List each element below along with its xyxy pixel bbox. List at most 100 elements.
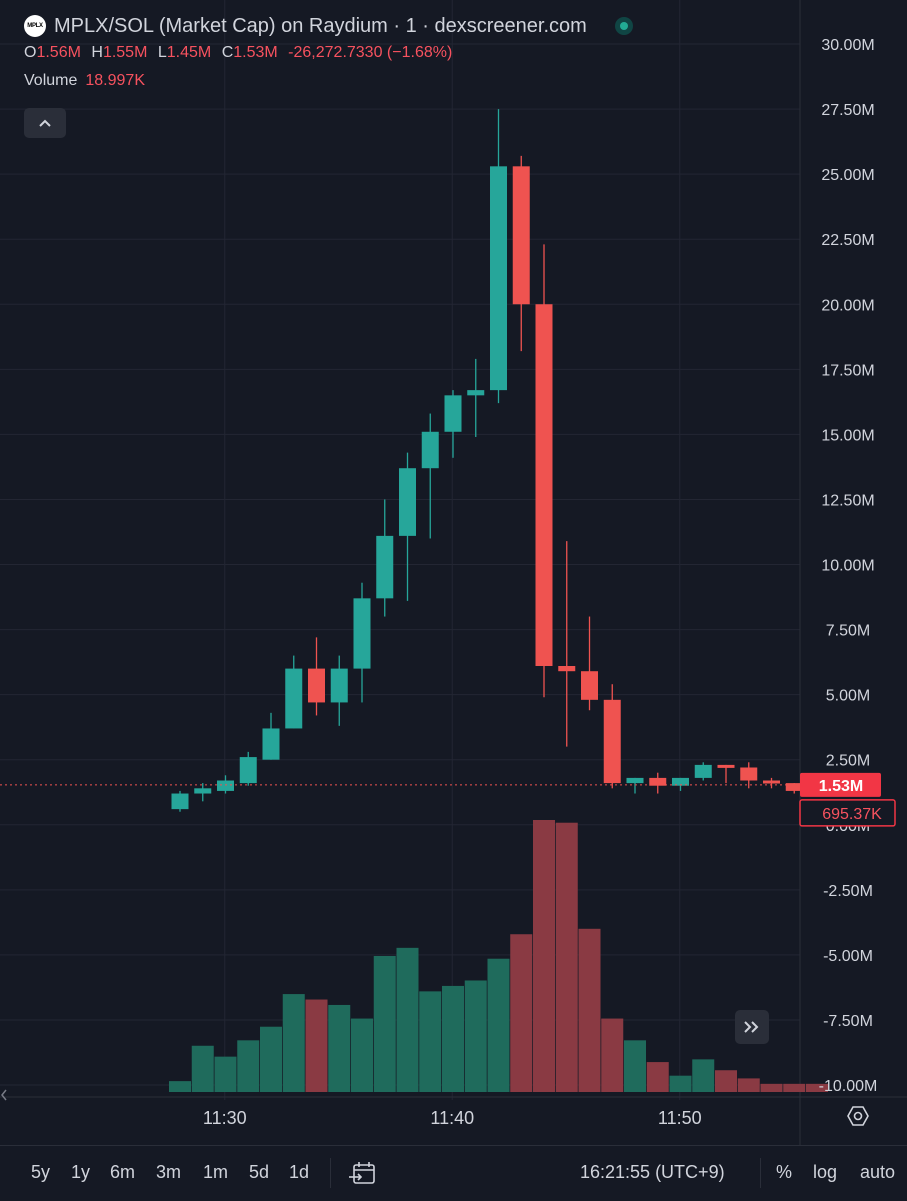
candle-body: [717, 764, 735, 768]
price-tick-label: 20.00M: [821, 297, 874, 314]
candle-body: [421, 431, 439, 469]
price-tick-label: 25.00M: [821, 167, 874, 184]
candle-body: [512, 166, 530, 305]
symbol-title-row: MPLX MPLX/SOL (Market Cap) on Raydium · …: [24, 12, 633, 40]
candle-body: [603, 699, 621, 784]
price-tick-label: 15.00M: [821, 427, 874, 444]
volume-bar: [351, 1018, 373, 1092]
symbol-title[interactable]: MPLX/SOL (Market Cap) on Raydium · 1 · d…: [54, 14, 587, 37]
current-price-label: 1.53M: [819, 778, 863, 795]
token-logo: MPLX: [24, 15, 46, 37]
bottom-toolbar: 5y 1y 6m 3m 1m 5d 1d 16:21:55 (UTC+9) % …: [0, 1145, 907, 1201]
candle-body: [763, 780, 780, 784]
chart-legend: MPLX MPLX/SOL (Market Cap) on Raydium · …: [24, 12, 633, 90]
volume-bar: [578, 928, 601, 1092]
volume-bar: [442, 985, 464, 1092]
auto-scale-toggle[interactable]: auto: [860, 1162, 896, 1182]
change-value: -26,272.7330 (−1.68%): [288, 44, 453, 61]
volume-bar: [646, 1062, 669, 1092]
price-tick-label: 5.00M: [826, 688, 870, 705]
candle-body: [330, 668, 348, 703]
open-value: 1.56M: [36, 44, 81, 61]
volume-bar: [396, 947, 419, 1092]
volume-bar: [624, 1040, 646, 1092]
countdown-badge: 695.37K: [799, 799, 896, 827]
close-value: 1.53M: [233, 44, 278, 61]
candle-body: [444, 395, 462, 432]
volume-bar: [760, 1083, 783, 1092]
candle-body: [740, 767, 758, 781]
candle-body: [239, 757, 257, 784]
time-tick-label: 11:40: [430, 1108, 474, 1128]
high-label: H: [91, 44, 103, 61]
volume-bar: [692, 1059, 715, 1092]
timeframe-5y[interactable]: 5y: [31, 1162, 51, 1182]
volume-bar: [419, 991, 442, 1092]
log-scale-toggle[interactable]: log: [813, 1162, 838, 1182]
candle-body: [262, 728, 280, 760]
toolbar-divider: [330, 1158, 331, 1188]
timeframe-1d[interactable]: 1d: [289, 1162, 310, 1182]
timeframe-1y[interactable]: 1y: [71, 1162, 91, 1182]
volume-bar: [464, 980, 487, 1092]
volume-bar: [237, 1040, 260, 1092]
price-tick-label: -2.50M: [823, 883, 873, 900]
price-axis[interactable]: 30.00M 27.50M 25.00M 22.50M 20.00M 17.50M 15.0…: [819, 37, 878, 1095]
price-tick-label: -7.50M: [823, 1013, 873, 1030]
volume-bar: [783, 1083, 806, 1092]
candle-body: [626, 777, 644, 784]
candle-body: [558, 665, 576, 672]
volume-series: [169, 820, 828, 1092]
volume-bar: [328, 1004, 351, 1092]
candle-body: [353, 598, 371, 669]
live-indicator-icon: [614, 17, 633, 35]
candlestick-chart[interactable]: 30.00M 27.50M 25.00M 22.50M 20.00M 17.50M 15.0…: [0, 0, 907, 1145]
collapse-icon: [39, 119, 51, 127]
candle-body: [171, 793, 189, 810]
time-tick-label: 11:50: [658, 1108, 702, 1128]
volume-bar: [282, 994, 305, 1092]
panel-resize-handle[interactable]: [0, 1080, 8, 1110]
settings-icon[interactable]: [846, 1104, 870, 1133]
volume-value: 18.997K: [85, 72, 145, 89]
scroll-to-realtime-button[interactable]: [735, 1010, 769, 1044]
timeframe-3m[interactable]: 3m: [156, 1162, 182, 1182]
collapse-legend-button[interactable]: [24, 108, 66, 138]
time-tick-label: 11:30: [203, 1108, 247, 1128]
volume-bar: [510, 934, 533, 1092]
volume-bar: [601, 1018, 624, 1092]
chart-grid: [0, 0, 907, 1145]
percent-scale-toggle[interactable]: %: [776, 1162, 793, 1182]
volume-bar: [260, 1026, 282, 1092]
close-label: C: [221, 44, 234, 61]
volume-bar: [533, 820, 555, 1092]
candle-body: [217, 780, 234, 791]
candle-body: [672, 777, 689, 786]
candle-body: [285, 668, 303, 729]
price-tick-label: -5.00M: [823, 948, 873, 965]
time-axis[interactable]: 11:30 11:40 11:50: [203, 1108, 702, 1128]
timeframe-1m[interactable]: 1m: [203, 1162, 229, 1182]
volume-bar: [169, 1081, 191, 1092]
high-value: 1.55M: [102, 44, 148, 61]
timeframe-5d[interactable]: 5d: [249, 1162, 270, 1182]
countdown-label: 695.37K: [822, 806, 882, 823]
volume-bar: [373, 956, 396, 1092]
candle-body: [535, 304, 553, 666]
open-label: O: [24, 44, 37, 61]
candle-body: [467, 390, 485, 396]
price-tick-label: 12.50M: [821, 492, 874, 509]
clock-timezone[interactable]: 16:21:55 (UTC+9): [580, 1162, 725, 1182]
volume-bar: [305, 999, 328, 1092]
toolbar-divider: [760, 1158, 761, 1188]
date-range-icon[interactable]: [348, 1158, 378, 1193]
candle-body: [785, 783, 803, 791]
candle-series: [171, 109, 826, 812]
candle-body: [694, 764, 712, 778]
price-tick-label: 2.50M: [826, 753, 870, 770]
candle-body: [649, 777, 667, 786]
candle-body: [399, 468, 416, 536]
price-tick-label: 7.50M: [826, 623, 870, 640]
volume-bar: [669, 1075, 692, 1092]
timeframe-6m[interactable]: 6m: [110, 1162, 136, 1182]
